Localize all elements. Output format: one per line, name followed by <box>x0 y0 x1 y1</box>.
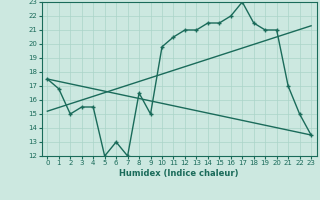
X-axis label: Humidex (Indice chaleur): Humidex (Indice chaleur) <box>119 169 239 178</box>
